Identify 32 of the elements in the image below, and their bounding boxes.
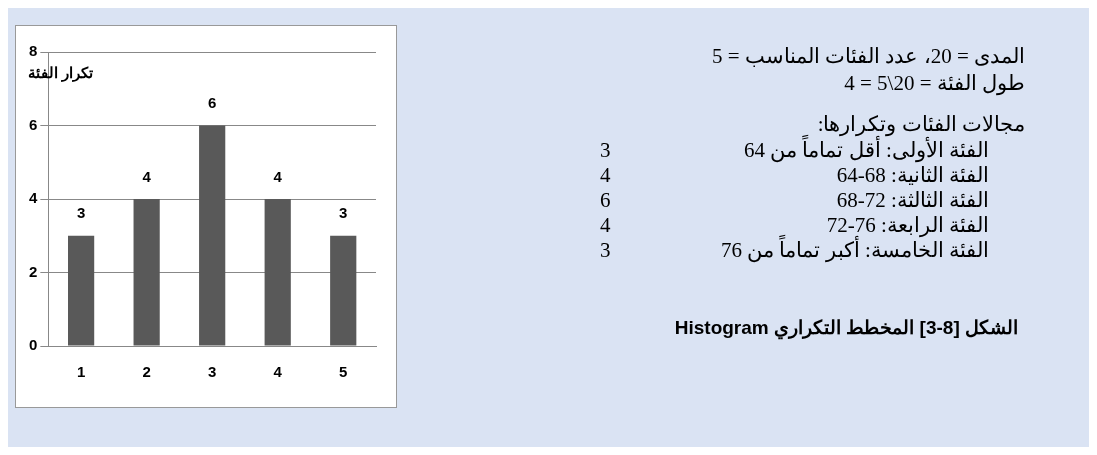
text: 4	[600, 163, 611, 188]
data-label: 4	[273, 167, 283, 185]
x-tick-label: 1	[76, 363, 86, 381]
x-tick-label: 2	[142, 363, 151, 381]
text: الفئة الثالثة: 72-68	[836, 188, 989, 213]
text: طول الفئة = 20\5 = 4	[843, 70, 1025, 97]
text: 3	[600, 238, 611, 263]
bar	[133, 199, 160, 346]
y-axis-title: تكرار الفئة	[28, 64, 94, 83]
y-tick-label: 8	[29, 42, 38, 60]
bar	[68, 235, 95, 346]
bar	[264, 199, 291, 346]
bar	[330, 235, 357, 346]
data-label: 3	[339, 204, 348, 222]
text: 4	[600, 213, 611, 238]
text: 3	[600, 138, 611, 163]
y-tick-label: 6	[29, 115, 38, 133]
y-tick-label: 4	[29, 189, 38, 207]
bar	[199, 125, 226, 346]
y-tick-label: 2	[29, 262, 38, 280]
x-tick-label: 3	[208, 363, 217, 381]
y-tick-label: 0	[29, 336, 38, 354]
text: المدى = 20، عدد الفئات المناسب = 5	[711, 43, 1025, 70]
data-label: 6	[208, 94, 217, 112]
x-tick-label: 4	[273, 363, 283, 381]
text: 6	[600, 188, 611, 213]
text: الشكل [8-3] المخطط التكراري Histogram	[673, 316, 1018, 339]
text: مجالات الفئات وتكرارها:	[817, 111, 1025, 137]
data-label: 3	[76, 204, 86, 222]
data-label: 4	[142, 167, 152, 185]
x-tick-label: 5	[339, 363, 348, 381]
text: الفئة الثانية: 68-64	[836, 163, 989, 188]
